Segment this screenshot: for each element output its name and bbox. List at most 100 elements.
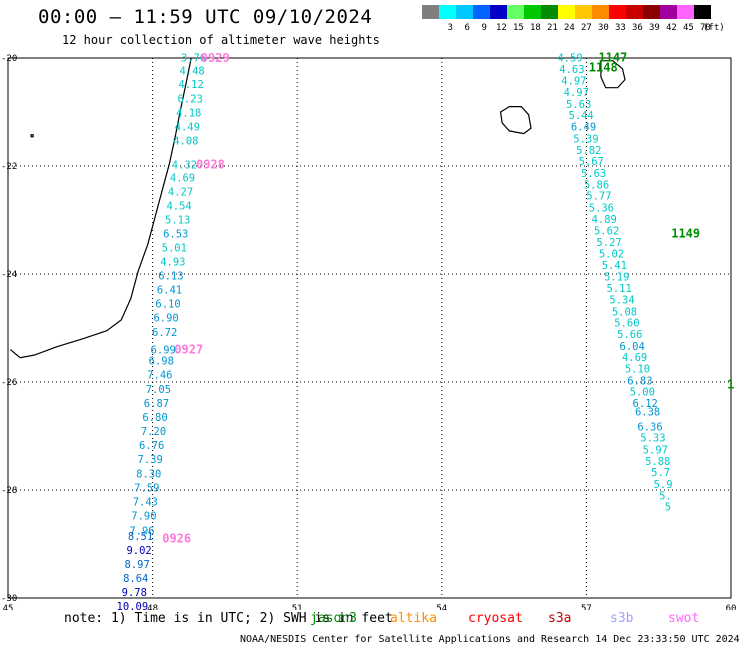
wave-height-value: 4.89 [592,214,617,226]
lat-tick-label: -28 [1,486,17,496]
colorbar-label: 36 [632,23,643,33]
wave-height-value: 5.34 [609,294,634,306]
colorbar-label: 33 [615,23,626,33]
colorbar-swatch [558,5,575,19]
wave-height-value: 4.69 [622,352,647,364]
wave-height-value: 5.00 [630,387,655,399]
colorbar-swatch [677,5,694,19]
wave-height-value: 4.97 [564,87,589,99]
lat-tick-label: -26 [1,378,17,388]
wave-height-value: 5.41 [602,260,627,272]
wave-height-map: 45 48 51 54 57 60-20-22-24-26-28-303.764.484.… [1,50,737,610]
wave-height-value: 7.90 [131,510,156,522]
lon-tick-label: 60 [726,604,737,610]
wave-height-value: 6.99 [151,345,176,357]
wave-height-value: 7.46 [147,369,172,381]
wave-height-value: 4.54 [166,200,191,212]
colorbar-unit: (ft) [703,23,725,33]
wave-height-value: 6.90 [153,313,178,325]
wave-height-value: 5.02 [599,248,624,260]
wave-height-value: 4.12 [179,79,204,91]
colorbar-swatch [643,5,660,19]
colorbar-label: 42 [666,23,677,33]
colorbar-swatch [490,5,507,19]
legend-item-cryosat: cryosat [468,611,523,626]
wave-height-value: 6.87 [144,398,169,410]
colorbar-swatch [660,5,677,19]
wave-height-value: 5.13 [165,214,190,226]
colorbar-label: 3 [447,23,453,33]
legend-item-s3a: s3a [548,611,572,626]
wave-height-value: 5.66 [617,329,642,341]
wave-height-value: 5.82 [576,145,601,157]
pass-time-label: 1149 [671,227,700,241]
credit-line: NOAA/NESDIS Center for Satellite Applica… [240,634,740,645]
lon-tick-label: 54 [436,604,447,610]
pass-time-label: 0928 [196,157,225,171]
wave-height-value: 6.13 [158,271,183,283]
pass-time-label: 0926 [162,532,191,546]
wave-height-value: 6.12 [633,398,658,410]
lon-tick-label: 57 [581,604,592,610]
wave-height-value: 4.18 [176,108,201,120]
wave-height-value: 6.38 [635,407,660,419]
units-note: note: 1) Time is in UTC; 2) SWH is in fe… [64,611,393,626]
colorbar-label: 70 [700,23,711,33]
colorbar-swatch [456,5,473,19]
wave-height-value: 4.08 [173,136,198,148]
wave-height-value: 5.63 [581,168,606,180]
wave-height-value: 5 [665,502,671,514]
islet [30,134,34,138]
lat-tick-label: -22 [1,162,17,172]
wave-height-value: 4.27 [168,186,193,198]
wave-height-value: 5.27 [596,237,621,249]
wave-height-value: 6.72 [152,327,177,339]
colorbar-label: 12 [496,23,507,33]
lon-tick-label: 51 [292,604,303,610]
wave-height-value: 9.02 [126,545,151,557]
wave-height-value: 6.04 [620,341,645,353]
wave-height-value: 7.39 [138,454,163,466]
wave-height-value: 5.33 [640,433,665,445]
wave-height-value: 6.10 [155,299,180,311]
colorbar-swatch [575,5,592,19]
wave-height-value: 5.67 [579,156,604,168]
colorbar-swatch [439,5,456,19]
colorbar-swatch [422,5,439,19]
colorbar-label: 18 [530,23,541,33]
lat-tick-label: -20 [1,54,17,64]
map-subtitle: 12 hour collection of altimeter wave hei… [62,33,380,47]
wave-height-value: 6.53 [163,229,188,241]
wave-height-value: 7.43 [133,496,158,508]
wave-height-value: 7.05 [146,384,171,396]
legend-item-swot: swot [668,611,700,626]
wave-height-value: 5.19 [604,272,629,284]
wave-height-value: 5.60 [614,318,639,330]
wave-height-value: 3.76 [181,52,206,64]
colorbar-label: 27 [581,23,592,33]
wave-height-value: 5.08 [612,306,637,318]
wave-height-value: 5.9 [654,479,673,491]
legend-item-altika: altika [390,611,437,626]
wave-height-value: 4.49 [175,122,200,134]
colorbar-label: 15 [513,23,524,33]
pass-time-label: 1 [727,378,734,392]
wave-height-value: 5.62 [594,225,619,237]
wave-height-value: 5.11 [607,283,632,295]
colorbar-swatch [592,5,609,19]
wave-height-value: 8.51 [128,531,153,543]
pass-time-label: 0929 [201,51,230,65]
colorbar-label: 24 [564,23,575,33]
wave-height-value: 5.88 [645,456,670,468]
wave-height-value: 10.09 [117,601,149,610]
wave-height-value: 8.30 [136,468,161,480]
wave-height-value: 6.76 [139,440,164,452]
colorbar-swatch [694,5,711,19]
colorbar-label: 45 [683,23,694,33]
legend-item-s3b: s3b [610,611,634,626]
wave-height-value: 5.01 [162,243,187,255]
wave-height-value: 6.49 [571,122,596,134]
pass-time-label: 0927 [174,343,203,357]
wave-height-value: 5.39 [573,133,598,145]
wave-height-value: 6.80 [142,412,167,424]
